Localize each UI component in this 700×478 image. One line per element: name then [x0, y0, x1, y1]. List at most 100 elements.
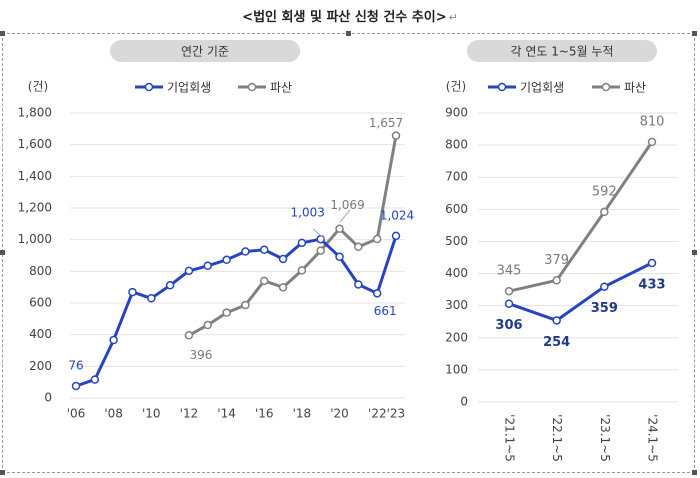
- chart2-subtitle-pill: [467, 40, 657, 62]
- chart1-leader-line: [339, 209, 351, 223]
- chart1-series-0-point: [128, 287, 137, 297]
- chart1-series-0-point: [109, 335, 118, 345]
- chart2-data-label: 433: [638, 277, 665, 292]
- chart1-data-label: 1,657: [369, 116, 403, 130]
- chart2-legend-marker-0: [497, 82, 507, 92]
- chart1-xtick-label: '06: [67, 407, 86, 421]
- chart1-data-label: 396: [189, 348, 212, 362]
- resize-handle-mid-left[interactable]: [0, 250, 5, 255]
- chart1-ytick-label: 1,200: [18, 201, 52, 215]
- chart1-xtick-label: '14: [217, 407, 236, 421]
- chart1-subtitle: 연간 기준: [181, 45, 229, 59]
- chart1-ytick-label: 1,400: [18, 169, 52, 183]
- chart1-series-1-point: [203, 320, 213, 330]
- chart1-ytick-label: 200: [29, 359, 52, 373]
- chart2-series-1-point: [647, 137, 657, 147]
- chart1-series-0-point: [71, 381, 81, 391]
- page-title: <법인 회생 및 파산 신청 건수 추이> ↵: [0, 6, 700, 25]
- chart1-series-1-point: [316, 246, 325, 255]
- chart1-ytick-label: 600: [29, 296, 52, 310]
- chart2-series-0-point: [552, 316, 561, 325]
- chart2-legend-marker-1: [601, 82, 611, 92]
- resize-handle-top-center[interactable]: [346, 31, 351, 36]
- chart2-data-label: 359: [591, 301, 618, 316]
- chart2-ytick-label: 300: [445, 298, 468, 312]
- chart1-ytick-label: 800: [29, 264, 52, 278]
- chart1-legend-label-1: 파산: [270, 81, 292, 95]
- chart2-ytick-label: 800: [445, 138, 468, 152]
- chart1-series-0-point: [335, 252, 344, 262]
- chart2-series-1-point: [504, 286, 514, 296]
- chart2-ytick-label: 600: [445, 202, 468, 216]
- chart1-legend-marker-1: [247, 82, 257, 92]
- chart1-series-0-point: [165, 281, 175, 290]
- chart2-ytick-label: 0: [460, 395, 468, 409]
- chart1-ytick-label: 1,000: [18, 232, 52, 246]
- chart1-legend-marker-0: [144, 82, 154, 92]
- chart1-legend-label-0: 기업회생: [167, 81, 211, 95]
- chart2-xtick-label: '22.1~5: [550, 414, 564, 462]
- chart1-series-0-point: [241, 247, 250, 256]
- chart1-data-label: 1,003: [291, 206, 325, 220]
- resize-handle-top-left[interactable]: [0, 31, 5, 36]
- chart1-xtick-label: '22'23: [368, 407, 405, 421]
- chart1-data-label: 661: [374, 304, 397, 318]
- chart1-series-1-point: [335, 224, 344, 233]
- chart2-subtitle: 각 연도 1~5월 누적: [510, 45, 613, 59]
- chart2-series-1-point: [552, 276, 561, 285]
- return-mark-icon: ↵: [448, 11, 458, 24]
- chart2-data-label: 379: [544, 253, 569, 268]
- chart1-series-line-1: [188, 135, 398, 337]
- chart2-ytick-label: 900: [445, 106, 468, 120]
- chart2-ytick-label: 200: [445, 330, 468, 344]
- resize-handle-bottom-right[interactable]: [692, 470, 697, 475]
- chart1-series-1-point: [241, 300, 250, 310]
- resize-handle-top-right[interactable]: [692, 31, 697, 36]
- chart1-ytick-label: 0: [44, 391, 52, 405]
- chart1-ytick-label: 1,800: [18, 106, 52, 120]
- chart2-data-label: 254: [543, 335, 570, 350]
- chart2-series-line-0: [508, 261, 653, 322]
- chart2-series-0-point: [504, 299, 514, 308]
- chart1-xtick-label: '16: [255, 407, 274, 421]
- chart1-series-1-point: [372, 234, 382, 244]
- resize-handle-bottom-left[interactable]: [0, 470, 5, 475]
- chart1-series-0-point: [222, 255, 231, 265]
- resize-handle-mid-right[interactable]: [692, 250, 697, 255]
- chart1-data-label: 1,024: [380, 208, 414, 222]
- chart1-xtick-label: '20: [330, 407, 349, 421]
- chart1-data-label: 76: [68, 358, 83, 372]
- chart1-series-1-point: [391, 131, 401, 140]
- chart1-series-1-point: [259, 276, 269, 286]
- chart2-series-1-point: [600, 207, 609, 217]
- chart2-xtick-label: '23.1~5: [598, 414, 612, 462]
- chart2-series-line-1: [508, 141, 654, 293]
- chart1-xtick-label: '18: [293, 407, 312, 421]
- chart2-ytick-label: 400: [445, 266, 468, 280]
- chart1-series-1-point: [297, 266, 307, 275]
- chart1-series-0-point: [203, 261, 213, 271]
- chart2-xtick-label: '24.1~5: [646, 414, 660, 462]
- chart2-data-label: 306: [495, 318, 522, 333]
- chart1-ylabel: (건): [28, 80, 48, 94]
- chart1-series-0-point: [278, 254, 288, 264]
- chart1-series-1-point: [354, 242, 363, 252]
- chart1-series-0-point: [147, 294, 156, 303]
- chart2-series-0-point: [647, 258, 657, 268]
- chart1-series-0-point: [391, 231, 401, 241]
- chart1-data-label: 1,069: [330, 198, 364, 212]
- chart1-ytick-label: 400: [29, 327, 52, 341]
- chart1-xtick-label: '12: [180, 407, 199, 421]
- chart1-series-1-point: [222, 308, 231, 317]
- chart2-ytick-label: 700: [445, 170, 468, 184]
- chart2-legend-label-1: 파산: [624, 81, 646, 95]
- chart1-series-0-point: [316, 234, 325, 244]
- chart1-series-0-point: [184, 266, 194, 276]
- chart1-series-line-0: [75, 235, 398, 388]
- chart1-series-1-point: [278, 283, 288, 292]
- chart1-ytick-label: 1,600: [18, 137, 52, 151]
- chart1-series-0-point: [354, 280, 363, 289]
- chart2-data-label: 345: [497, 264, 522, 279]
- chart1-series-1-point: [184, 331, 194, 340]
- chart2-legend-label-0: 기업회생: [520, 81, 564, 95]
